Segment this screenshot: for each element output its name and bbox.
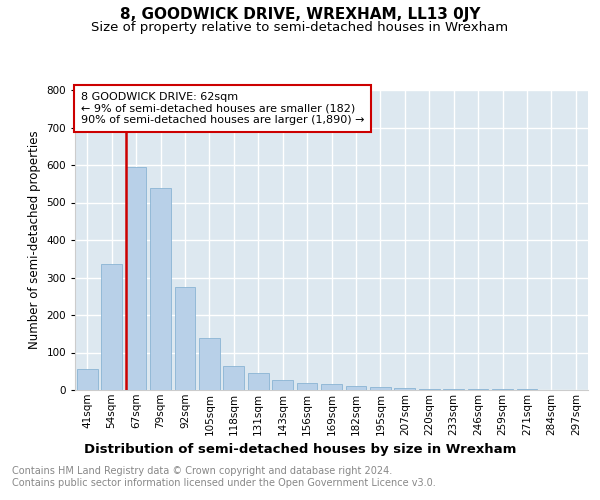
Bar	[272, 380, 293, 390]
Bar	[248, 373, 269, 390]
Bar	[101, 264, 122, 390]
Text: Distribution of semi-detached houses by size in Wrexham: Distribution of semi-detached houses by …	[84, 442, 516, 456]
Bar	[125, 167, 146, 390]
Bar	[517, 389, 538, 390]
Bar	[419, 388, 440, 390]
Bar	[492, 389, 513, 390]
Bar	[370, 388, 391, 390]
Text: Size of property relative to semi-detached houses in Wrexham: Size of property relative to semi-detach…	[91, 22, 509, 35]
Bar	[77, 368, 98, 390]
Bar	[443, 389, 464, 390]
Bar	[321, 384, 342, 390]
Bar	[175, 287, 196, 390]
Bar	[346, 386, 367, 390]
Text: 8, GOODWICK DRIVE, WREXHAM, LL13 0JY: 8, GOODWICK DRIVE, WREXHAM, LL13 0JY	[120, 8, 480, 22]
Text: Contains HM Land Registry data © Crown copyright and database right 2024.
Contai: Contains HM Land Registry data © Crown c…	[12, 466, 436, 487]
Bar	[223, 366, 244, 390]
Y-axis label: Number of semi-detached properties: Number of semi-detached properties	[28, 130, 41, 350]
Bar	[150, 188, 171, 390]
Bar	[467, 389, 488, 390]
Bar	[199, 338, 220, 390]
Bar	[394, 388, 415, 390]
Bar	[296, 382, 317, 390]
Text: 8 GOODWICK DRIVE: 62sqm
← 9% of semi-detached houses are smaller (182)
90% of se: 8 GOODWICK DRIVE: 62sqm ← 9% of semi-det…	[81, 92, 365, 125]
